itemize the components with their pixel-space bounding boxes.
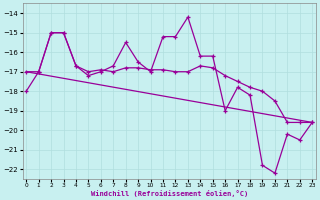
X-axis label: Windchill (Refroidissement éolien,°C): Windchill (Refroidissement éolien,°C) [91,190,248,197]
